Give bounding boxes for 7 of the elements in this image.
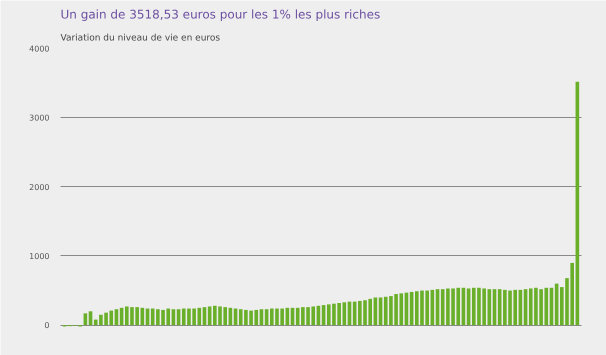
y-tick-label: 0 [44, 321, 50, 330]
chart-subtitle: Variation du niveau de vie en euros [60, 34, 220, 44]
y-tick-label: 2000 [29, 182, 50, 192]
y-tick-label: 1000 [29, 252, 50, 261]
y-tick-label: 4000 [29, 44, 50, 54]
chart-title: Un gain de 3518,53 euros pour les 1% les plus riches [60, 8, 380, 22]
y-tick-label: 3000 [29, 114, 50, 123]
